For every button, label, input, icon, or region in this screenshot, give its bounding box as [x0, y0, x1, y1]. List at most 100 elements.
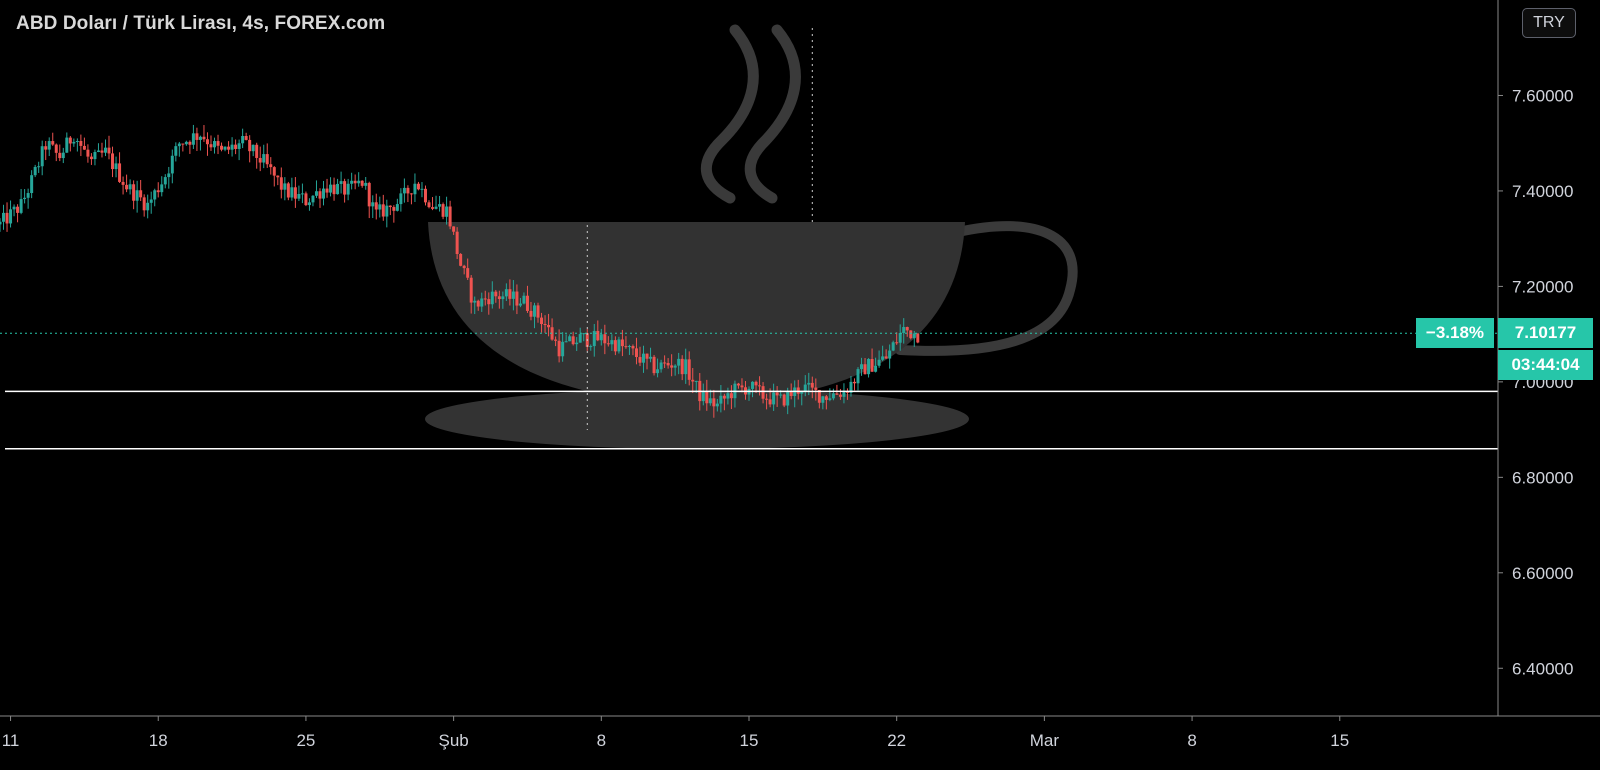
- candle-body: [195, 133, 199, 140]
- candle-body: [726, 393, 730, 399]
- candle-body: [863, 364, 867, 375]
- coffee-cup-illustration: [425, 24, 1078, 449]
- price-axis[interactable]: 6.400006.600006.800007.000007.200007.400…: [1498, 86, 1573, 678]
- candle-body: [290, 187, 294, 198]
- change-percent-tag: −3.18%: [1416, 318, 1494, 349]
- candle-body: [227, 146, 231, 150]
- candle-body: [371, 202, 375, 207]
- candle-body: [814, 387, 818, 390]
- candle-body: [624, 346, 628, 348]
- candle-body: [209, 144, 213, 148]
- candle-body: [786, 391, 790, 406]
- candle-body: [146, 202, 150, 211]
- steam-left-icon: [700, 24, 759, 204]
- candle-body: [47, 141, 51, 150]
- candle-body: [75, 140, 79, 142]
- candle-body: [448, 206, 452, 227]
- candle-body: [283, 183, 287, 190]
- candle-body: [824, 396, 828, 400]
- candle-body: [582, 333, 586, 335]
- candle-body: [462, 265, 466, 269]
- candle-body: [213, 141, 217, 148]
- candle-body: [772, 392, 776, 405]
- candle-body: [571, 336, 575, 345]
- candle-body: [174, 146, 178, 156]
- candle-body: [234, 144, 238, 149]
- candle-body: [575, 342, 579, 345]
- candle-body: [536, 305, 540, 318]
- candle-body: [483, 298, 487, 300]
- candle-body: [181, 143, 185, 145]
- y-tick-label: 6.40000: [1512, 659, 1573, 678]
- candle-body: [163, 177, 167, 185]
- candle-body: [5, 212, 9, 224]
- candle-body: [652, 356, 656, 374]
- candle-body: [459, 253, 463, 266]
- candle-body: [884, 356, 888, 359]
- last-price-tag: 7.10177: [1498, 318, 1593, 349]
- candle-body: [568, 336, 572, 342]
- candle-body: [592, 330, 596, 347]
- candle-body: [16, 206, 20, 213]
- candle-body: [191, 133, 195, 145]
- candle-body: [188, 141, 192, 145]
- candle-body: [156, 190, 160, 193]
- candle-body: [149, 199, 153, 203]
- candle-body: [111, 153, 115, 170]
- candle-body: [269, 164, 273, 168]
- cup-handle-icon: [895, 221, 1078, 356]
- candle-body: [258, 157, 262, 163]
- candle-body: [547, 324, 551, 328]
- candle-body: [838, 394, 842, 397]
- candle-body: [65, 137, 69, 153]
- candle-body: [322, 188, 326, 199]
- candle-body: [835, 393, 839, 395]
- candle-body: [831, 393, 835, 399]
- time-axis[interactable]: 11 18 25 Şub 8 15 22 Mar 8 15: [2, 716, 1350, 750]
- candle-body: [596, 330, 600, 341]
- candle-body: [849, 381, 853, 393]
- candle-body: [842, 391, 846, 397]
- candle-body: [255, 144, 259, 158]
- candle-body: [297, 194, 301, 199]
- y-tick-label: 7.40000: [1512, 182, 1573, 201]
- candle-body: [656, 369, 660, 374]
- cup-body-icon: [428, 222, 965, 404]
- candle-body: [160, 184, 164, 193]
- candle-body: [765, 398, 769, 400]
- candle-body: [540, 317, 544, 325]
- candle-body: [37, 166, 41, 168]
- candle-body: [318, 191, 322, 199]
- candle-body: [673, 365, 677, 368]
- candle-body: [441, 204, 445, 217]
- candle-body: [378, 204, 382, 210]
- candle-body: [332, 184, 336, 195]
- candle-body: [170, 155, 174, 174]
- candle-body: [881, 356, 885, 360]
- x-tick-label: Şub: [438, 731, 468, 750]
- candle-body: [557, 340, 561, 357]
- candle-body: [761, 386, 765, 399]
- candle-body: [613, 340, 617, 352]
- candle-body: [466, 268, 470, 278]
- candle-body: [705, 391, 709, 404]
- candle-body: [220, 145, 224, 150]
- x-tick-label: 15: [740, 731, 759, 750]
- currency-badge[interactable]: TRY: [1522, 8, 1576, 38]
- candle-body: [61, 152, 65, 159]
- candle-body: [659, 362, 663, 370]
- candle-body: [132, 184, 136, 201]
- candle-body: [272, 167, 276, 176]
- candle-body: [740, 385, 744, 388]
- candle-body: [89, 156, 93, 160]
- candle-body: [694, 380, 698, 382]
- candle-body: [779, 394, 783, 396]
- y-tick-label: 7.20000: [1512, 277, 1573, 296]
- candle-body: [508, 289, 512, 299]
- candle-body: [19, 199, 23, 213]
- candle-body: [497, 296, 501, 300]
- candle-body: [237, 143, 241, 149]
- candle-body: [153, 190, 157, 200]
- candle-body: [666, 362, 670, 366]
